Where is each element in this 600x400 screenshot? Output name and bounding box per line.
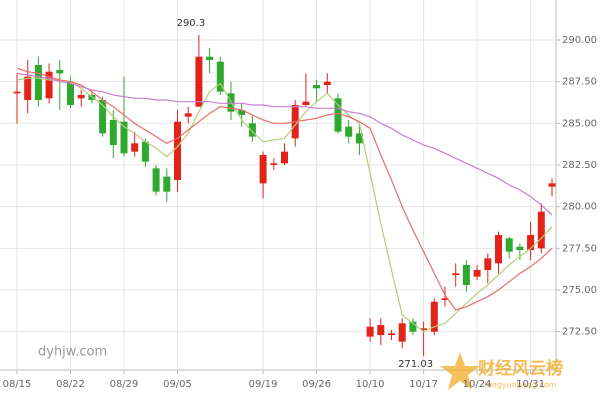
x-tick-label: 10/10 <box>356 379 385 390</box>
candle-body <box>206 56 214 60</box>
x-tick-label: 09/05 <box>163 379 192 390</box>
candle-body <box>141 141 149 162</box>
candle-body <box>152 168 160 192</box>
y-tick-label: 277.50 <box>562 243 597 254</box>
candle-body <box>109 120 117 145</box>
candle-body <box>473 270 481 277</box>
candle-body <box>216 61 224 92</box>
logo-name: 财经风云榜 <box>477 358 563 379</box>
candle-body <box>195 56 203 107</box>
y-tick-label: 287.50 <box>562 77 597 88</box>
candle-body <box>409 321 417 332</box>
x-tick-label: 10/24 <box>463 379 492 390</box>
candle-body <box>259 155 267 184</box>
candle-body <box>99 100 107 134</box>
candle-body <box>505 238 513 252</box>
candle-body <box>313 85 321 89</box>
candle-body <box>366 326 374 337</box>
x-tick-label: 09/26 <box>302 379 331 390</box>
x-tick-label: 10/17 <box>409 379 438 390</box>
logo-url: fengyunbang.com <box>484 381 557 390</box>
candle-body <box>537 211 545 249</box>
candle-body <box>24 76 32 100</box>
candle-body <box>67 81 74 105</box>
candle-body <box>131 143 139 152</box>
candle-body <box>516 246 524 250</box>
y-tick-label: 290.00 <box>562 35 597 46</box>
logo: 财经风云榜 fengyunbang.com <box>440 352 563 390</box>
candle-body <box>334 98 342 132</box>
candle-body <box>88 95 96 100</box>
candle-body <box>377 325 385 335</box>
moving-average <box>16 72 553 216</box>
y-tick-label: 280.00 <box>562 202 597 213</box>
candle-body <box>527 235 535 250</box>
candle-body <box>34 65 42 100</box>
candle-body <box>120 121 128 154</box>
candle-body <box>174 121 181 180</box>
candle-body <box>355 133 363 144</box>
low-annotation: 271.03 <box>398 359 433 370</box>
candle-body <box>13 91 21 94</box>
candle-body <box>45 71 53 99</box>
candle-body <box>388 333 395 335</box>
candle-body <box>548 183 556 187</box>
high-annotation: 290.3 <box>177 18 206 29</box>
candle-body <box>452 273 460 275</box>
y-tick-label: 272.50 <box>562 327 597 338</box>
candle-body <box>56 70 64 74</box>
y-tick-label: 282.50 <box>562 160 597 171</box>
candle-body <box>238 110 246 115</box>
candle-body <box>441 298 449 300</box>
candle-body <box>430 301 438 332</box>
x-tick-label: 08/15 <box>3 379 32 390</box>
x-tick-label: 09/19 <box>249 379 278 390</box>
candle-body <box>248 123 256 137</box>
candle-body <box>270 163 278 165</box>
candle-body <box>420 328 428 330</box>
candle-body <box>398 323 406 342</box>
candle-body <box>184 113 192 117</box>
candle-body <box>345 126 353 137</box>
candle-body <box>77 95 85 99</box>
x-tick-label: 10/31 <box>516 379 545 390</box>
candle-body <box>281 151 288 164</box>
candle-body <box>484 258 492 270</box>
logo-star <box>440 352 480 390</box>
x-tick-label: 08/22 <box>56 379 85 390</box>
x-tick-label: 08/29 <box>110 379 139 390</box>
watermark: dyhjw.com <box>38 345 107 360</box>
candle-body <box>462 265 470 285</box>
moving-average <box>16 67 553 311</box>
candle-body <box>302 101 310 105</box>
candle-body <box>495 235 502 264</box>
y-tick-label: 275.00 <box>562 285 597 296</box>
moving-average <box>16 77 553 333</box>
y-tick-label: 285.00 <box>562 118 597 129</box>
candle-body <box>323 81 331 85</box>
candle-body <box>163 176 171 192</box>
